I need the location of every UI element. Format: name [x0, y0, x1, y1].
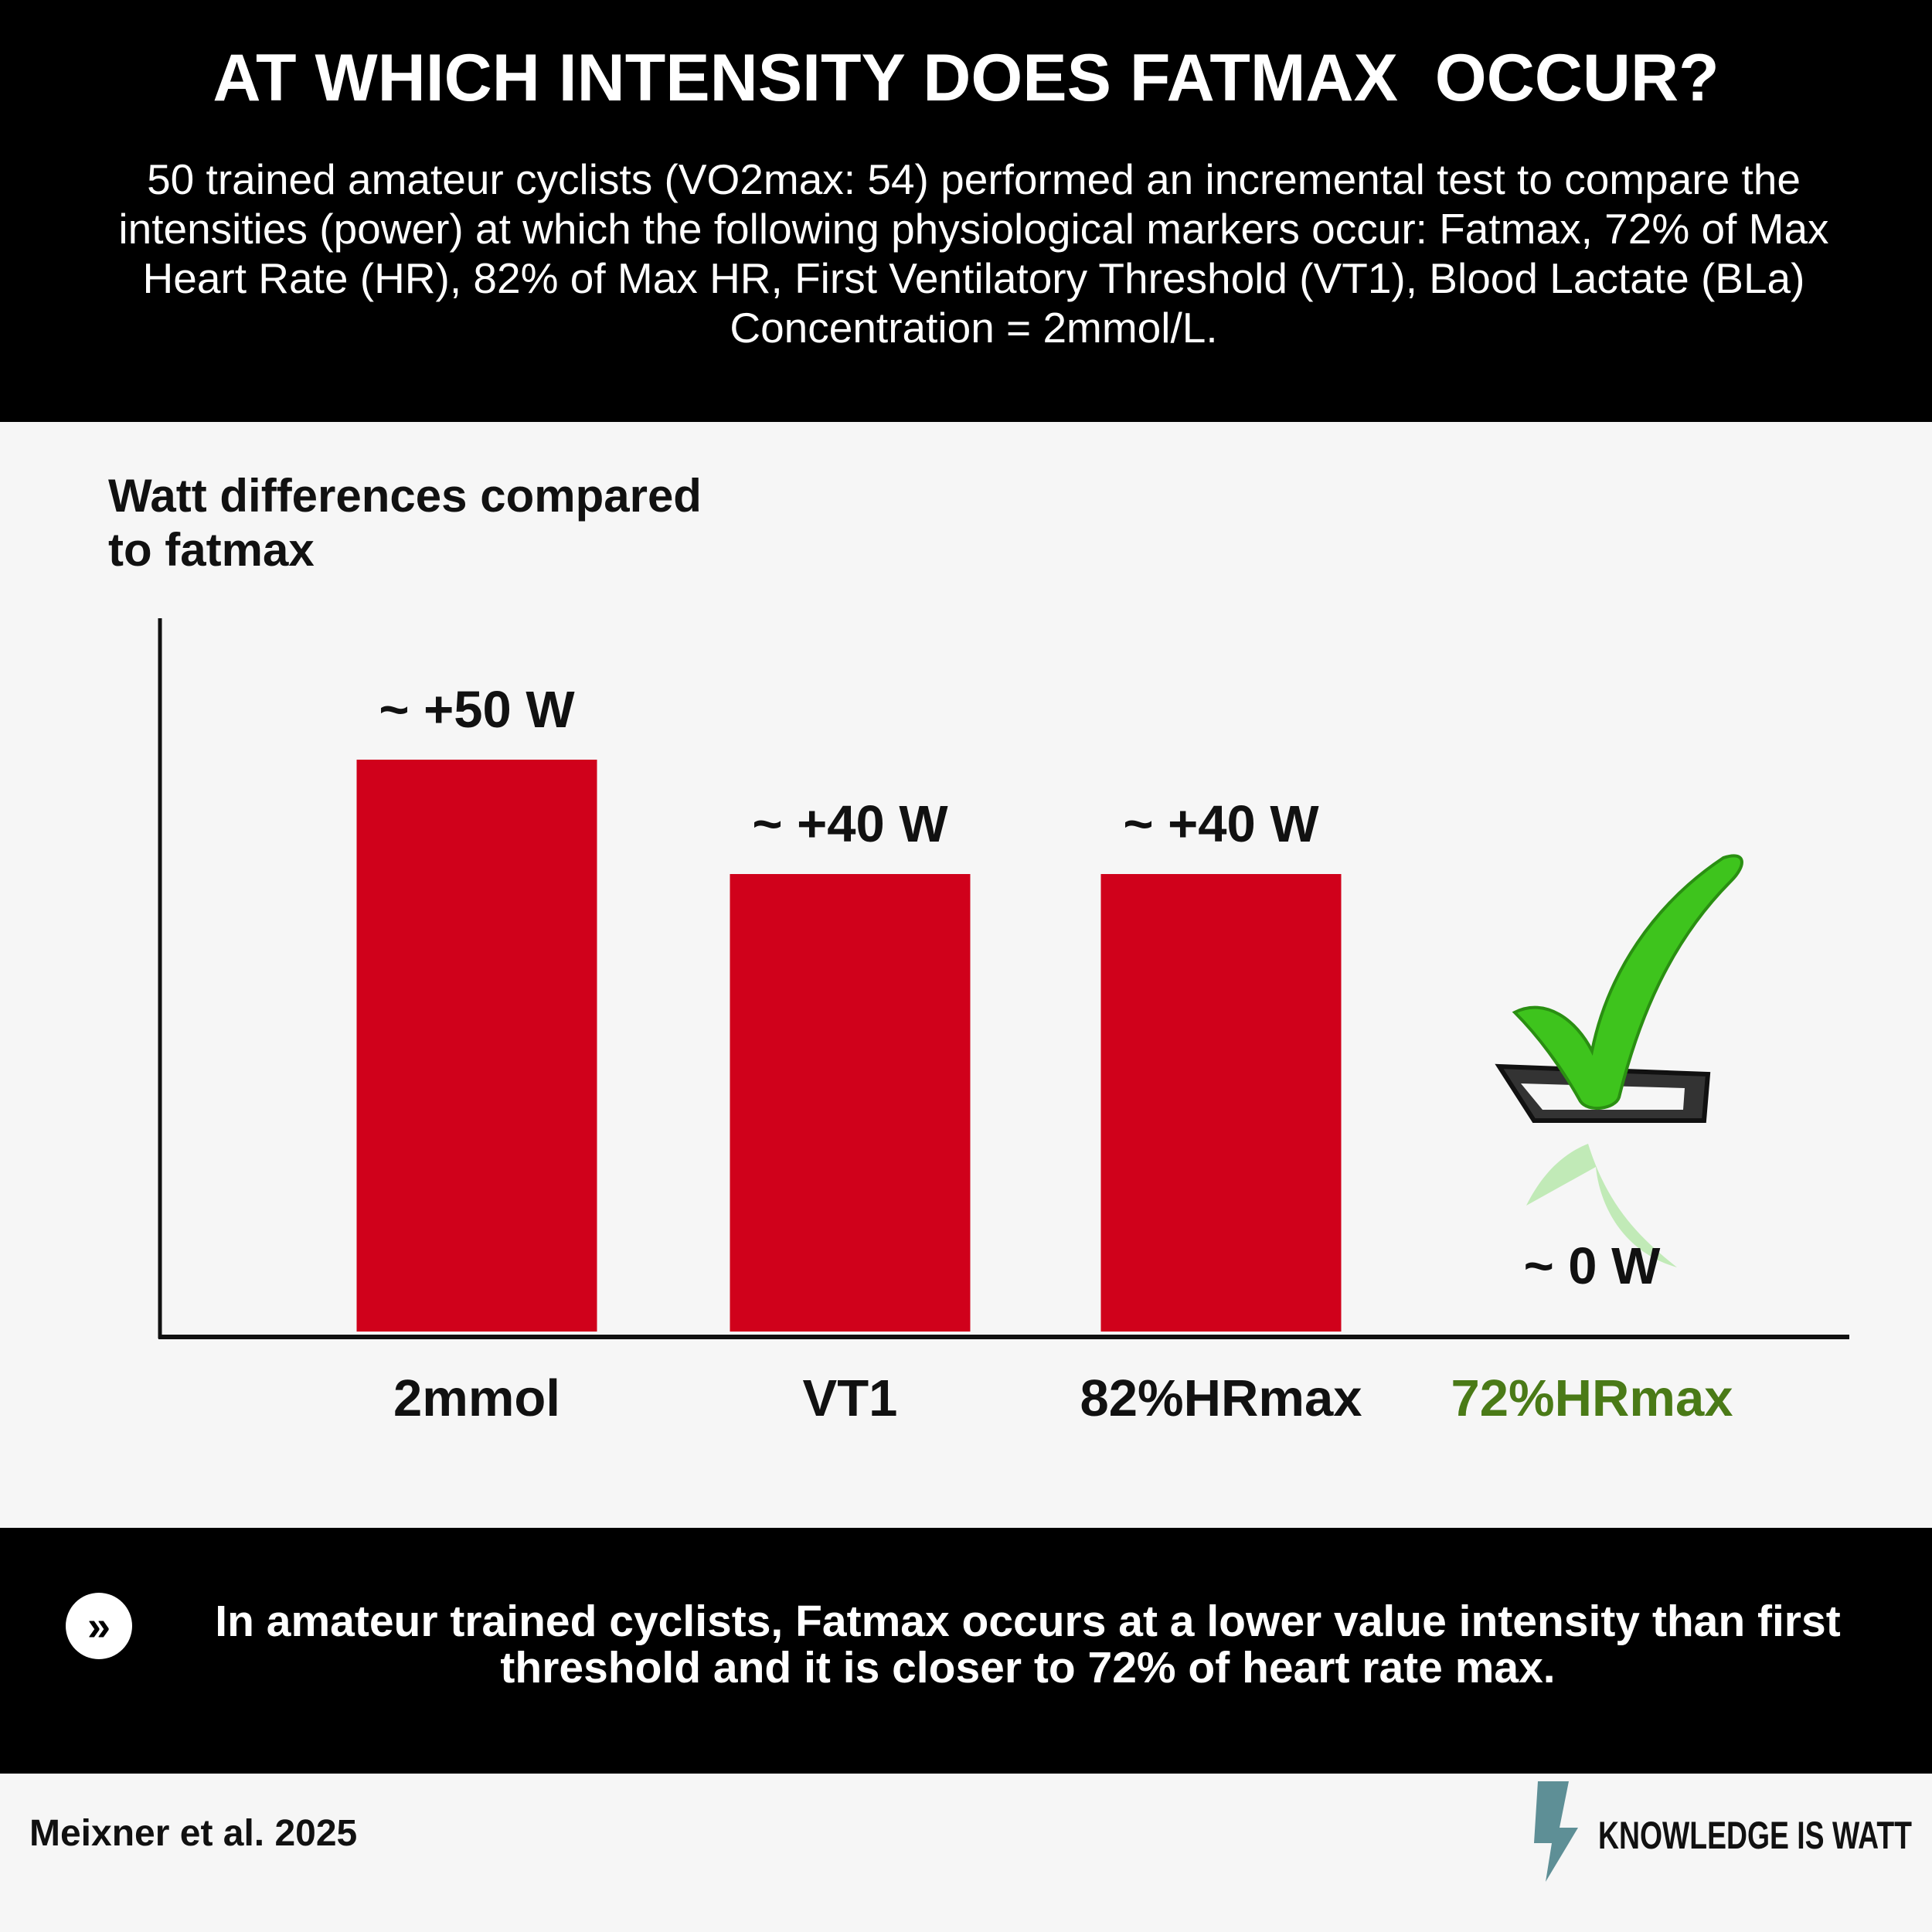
bar	[1100, 874, 1342, 1332]
subtitle: 50 trained amateur cyclists (VO2max: 54)…	[118, 155, 1829, 352]
bullet-arrows: »	[87, 1603, 111, 1649]
footer-band	[0, 1528, 1932, 1774]
brand: KNOWLEDGE IS WATT	[1598, 1814, 1912, 1857]
x-tick-label: 2mmol	[393, 1369, 560, 1427]
bar	[356, 760, 597, 1332]
y-axis-label: Watt differences compared to fatmax	[108, 470, 715, 576]
check-reflection	[1526, 1144, 1677, 1267]
conclusion: In amateur trained cyclists, Fatmax occu…	[215, 1597, 1841, 1692]
y-axis-label-line: Watt differences compared	[108, 470, 702, 522]
value-label: ~ +40 W	[1123, 795, 1319, 853]
bar	[730, 874, 971, 1332]
value-label: ~ +40 W	[752, 795, 948, 853]
brand-bolt	[1534, 1781, 1578, 1882]
x-tick-label: 82%HRmax	[1080, 1369, 1362, 1427]
value-label: ~ 0 W	[1524, 1237, 1662, 1295]
check	[1512, 854, 1743, 1111]
value-label: ~ +50 W	[379, 681, 575, 739]
header-band	[0, 0, 1932, 422]
citation: Meixner et al. 2025	[29, 1813, 357, 1854]
checkmark-icon	[1495, 854, 1743, 1267]
y-axis-label-line: to fatmax	[108, 524, 315, 576]
x-tick-label: 72%HRmax	[1451, 1369, 1733, 1427]
x-tick-label: VT1	[803, 1369, 898, 1427]
bullet-icon	[66, 1593, 132, 1659]
title: AT WHICH INTENSITY DOES FATMAX OCCUR?	[213, 41, 1719, 115]
